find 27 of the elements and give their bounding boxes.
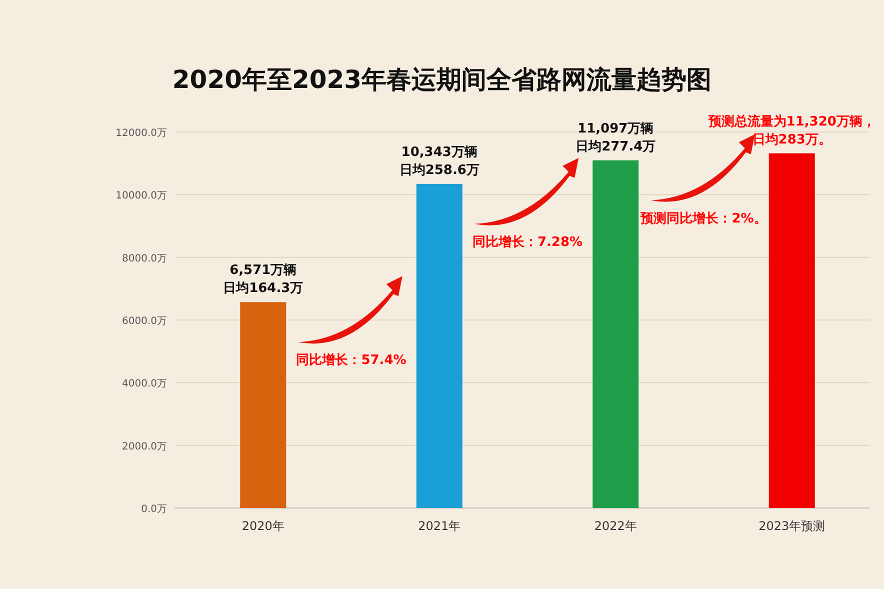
- annotation: 同比增长：7.28%: [472, 234, 583, 250]
- annotation: 日均164.3万: [223, 281, 304, 296]
- bar: [768, 153, 815, 508]
- annotation: 预测同比增长：2%。: [640, 211, 767, 226]
- x-tick-label: 2023年预测: [758, 519, 826, 533]
- data-label: 6,571万辆: [230, 263, 297, 278]
- y-tick-label: 8000.0万: [122, 253, 167, 264]
- bar: [416, 184, 462, 508]
- annotation: 日均283万。: [752, 132, 832, 148]
- annotation: 同比增长：57.4%: [296, 353, 406, 368]
- data-label: 10,343万辆: [401, 144, 478, 160]
- data-label: 11,097万辆: [578, 121, 654, 136]
- chart-title: 2020年至2023年春运期间全省路网流量趋势图: [172, 65, 712, 94]
- y-tick-label: 4000.0万: [122, 378, 167, 390]
- bar: [240, 302, 286, 508]
- annotation: 日均258.6万: [399, 162, 480, 178]
- y-tick-label: 0.0万: [141, 504, 167, 515]
- y-tick-label: 6000.0万: [122, 316, 167, 327]
- y-tick-label: 10000.0万: [116, 190, 167, 202]
- x-tick-label: 2022年: [594, 519, 637, 533]
- annotation: 日均277.4万: [576, 139, 656, 154]
- y-tick-label: 12000.0万: [116, 128, 167, 139]
- x-tick-label: 2020年: [242, 519, 284, 533]
- y-tick-label: 2000.0万: [122, 441, 167, 452]
- bar: [592, 160, 639, 508]
- x-tick-label: 2021年: [418, 519, 461, 533]
- data-label: 预测总流量为11,320万辆，: [707, 113, 876, 130]
